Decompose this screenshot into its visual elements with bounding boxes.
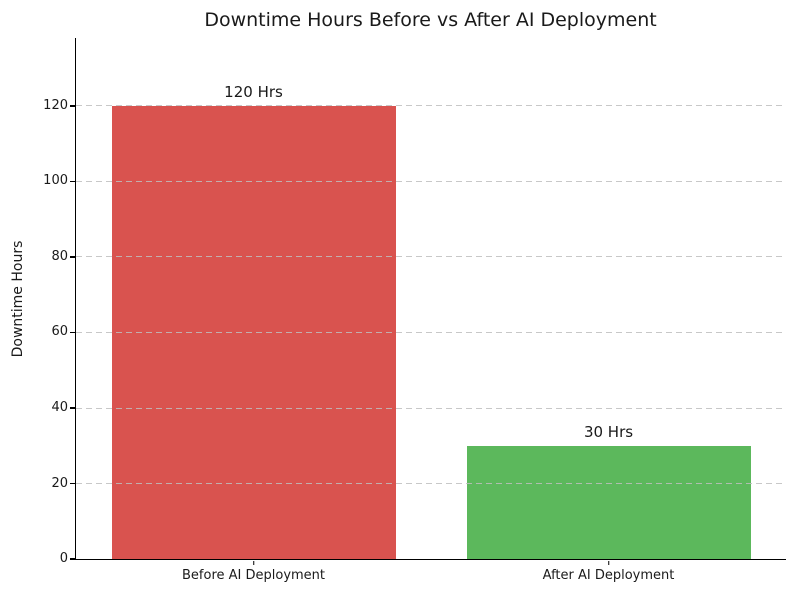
y-axis-tick bbox=[70, 180, 75, 183]
gridline bbox=[76, 105, 786, 107]
y-tick-label: 100 bbox=[43, 173, 68, 189]
y-axis-label: Downtime Hours bbox=[10, 240, 26, 358]
x-tick-label: Before AI Deployment bbox=[181, 568, 326, 583]
y-tick-label: 40 bbox=[51, 400, 68, 415]
x-tick-label: After AI Deployment bbox=[542, 568, 675, 583]
plot-area: 120 Hrs Before AI Deployment 30 Hrs After A… bbox=[43, 38, 786, 583]
gridline bbox=[76, 256, 786, 258]
bar-value-label: 120 Hrs bbox=[224, 82, 283, 101]
gridline bbox=[76, 407, 786, 409]
gridline bbox=[76, 483, 786, 484]
gridline bbox=[76, 331, 786, 333]
chart-title: Downtime Hours Before vs After AI Deploy… bbox=[204, 9, 657, 31]
y-axis-tick bbox=[70, 558, 75, 560]
y-tick-label: 0 bbox=[59, 551, 68, 566]
gridline bbox=[76, 180, 786, 182]
y-axis-tick bbox=[70, 407, 75, 409]
y-tick-label: 80 bbox=[51, 248, 68, 264]
y-tick-label: 20 bbox=[51, 475, 68, 491]
y-axis-tick bbox=[70, 105, 75, 107]
y-axis-tick bbox=[70, 482, 75, 485]
y-tick-label: 120 bbox=[43, 97, 68, 113]
bar-after bbox=[466, 445, 751, 559]
y-axis-tick bbox=[70, 256, 75, 258]
x-axis-tick bbox=[607, 560, 610, 565]
y-axis-tick bbox=[70, 331, 75, 334]
y-tick-label: 60 bbox=[51, 324, 68, 340]
bar-value-label: 30 Hrs bbox=[583, 422, 634, 441]
x-axis-tick bbox=[252, 560, 255, 565]
